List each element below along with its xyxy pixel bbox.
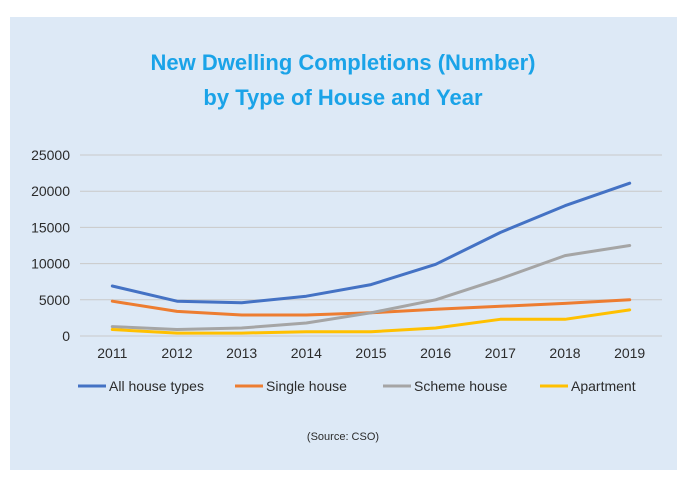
legend-label: Scheme house [414,378,508,394]
legend: All house types Single house Scheme house A… [78,378,636,394]
x-tick-label: 2015 [355,345,386,361]
series-lines [110,181,632,335]
y-tick-label: 10000 [31,256,70,272]
legend-label: All house types [109,378,204,394]
chart-panel [10,17,677,470]
x-tick-label: 2016 [420,345,451,361]
y-tick-label: 0 [62,328,70,344]
y-tick-label: 25000 [31,147,70,163]
x-tick-label: 2012 [161,345,192,361]
x-tick-label: 2011 [97,345,127,361]
chart-title-line-2: by Type of House and Year [203,85,483,110]
series-line-1 [110,181,632,305]
y-tick-label: 5000 [39,292,70,308]
series-line-3 [110,244,632,331]
y-axis-ticks: 0 5000 10000 15000 20000 25000 [31,147,70,344]
chart-title-line-1: New Dwelling Completions (Number) [150,50,535,75]
x-tick-label: 2018 [549,345,580,361]
y-tick-label: 20000 [31,183,70,199]
source-note: (Source: CSO) [307,431,379,443]
x-axis-ticks: 2011 2012 2013 2014 2015 2016 2017 2018 2019 [97,345,645,361]
x-tick-label: 2014 [291,345,322,361]
x-tick-label: 2013 [226,345,257,361]
x-tick-label: 2017 [485,345,516,361]
series-line-4 [110,308,632,335]
y-tick-label: 15000 [31,219,70,235]
legend-label: Single house [266,378,347,394]
x-tick-label: 2019 [614,345,645,361]
legend-label: Apartment [571,378,636,394]
